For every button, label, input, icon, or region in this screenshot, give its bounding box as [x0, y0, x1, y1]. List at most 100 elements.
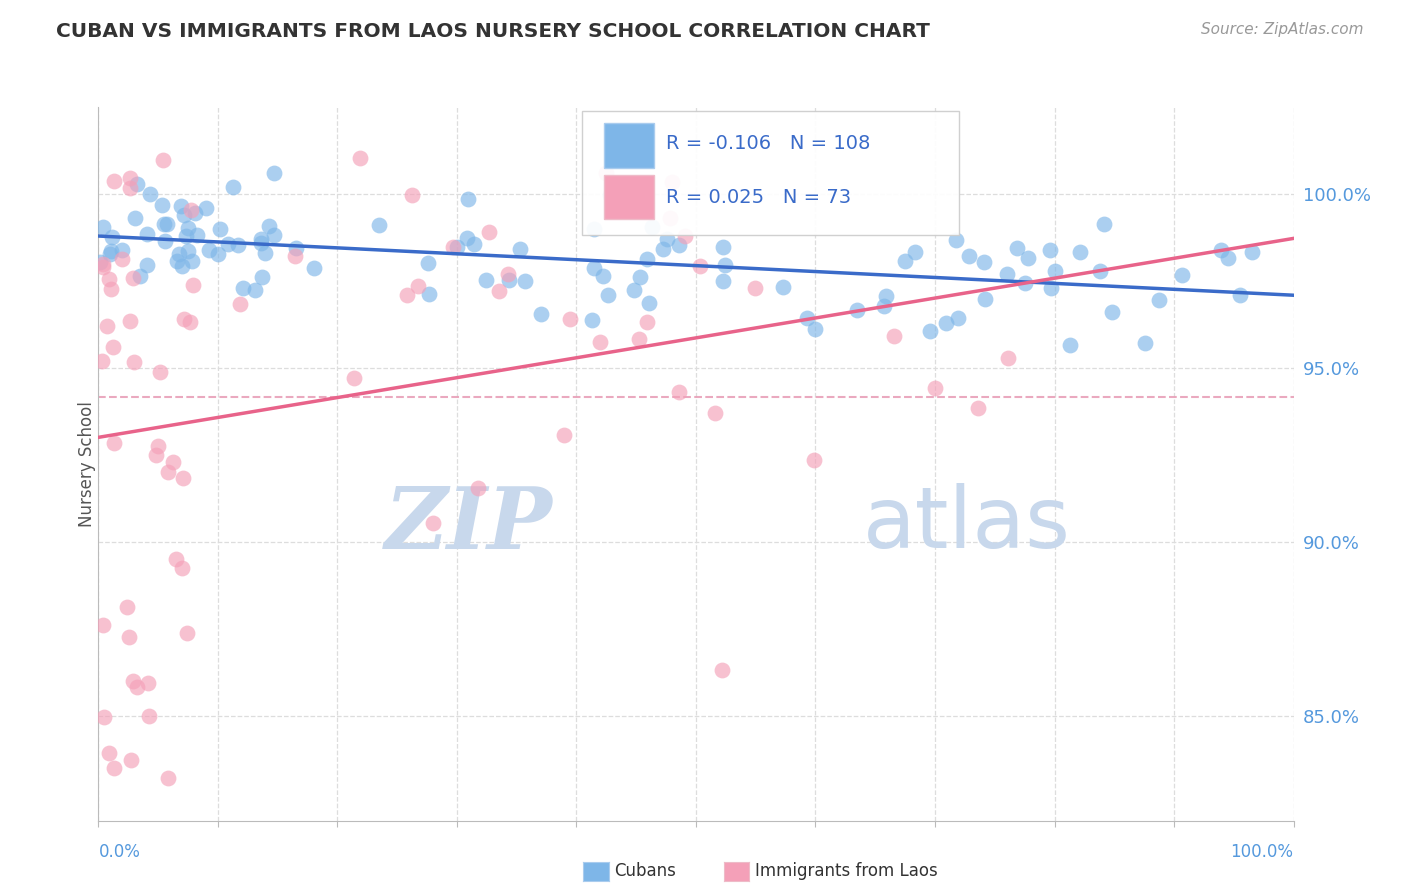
Point [651, 242, 673, 256]
Point [152, 153, 174, 167]
Point [166, 253, 188, 268]
Point [406, 279, 429, 293]
Point [903, 245, 925, 260]
Point [172, 259, 194, 273]
Point [995, 267, 1018, 281]
Point [91, 257, 114, 271]
Point [1088, 264, 1111, 278]
Point [285, 241, 308, 255]
Point [515, 274, 537, 288]
Point [920, 324, 942, 338]
Point [368, 218, 391, 232]
Point [250, 231, 273, 245]
Point [488, 285, 510, 299]
Point [1039, 243, 1062, 257]
Point [96, 318, 118, 333]
Point [179, 315, 201, 329]
Point [641, 219, 664, 234]
Point [118, 180, 141, 194]
Point [150, 197, 173, 211]
Point [441, 240, 464, 254]
Point [138, 709, 160, 723]
Point [668, 237, 690, 252]
Point [1043, 264, 1066, 278]
Point [804, 322, 827, 336]
Point [1017, 252, 1039, 266]
Point [1039, 281, 1062, 295]
Point [478, 225, 501, 239]
Point [658, 211, 681, 225]
Point [176, 228, 198, 243]
Point [101, 230, 124, 244]
Point [93, 710, 115, 724]
Point [589, 335, 612, 350]
Point [128, 269, 150, 284]
Y-axis label: Nursery School: Nursery School [79, 401, 96, 527]
Text: 100.0%: 100.0% [1230, 843, 1294, 861]
Point [973, 254, 995, 268]
Point [217, 236, 239, 251]
Text: CUBAN VS IMMIGRANTS FROM LAOS NURSERY SCHOOL CORRELATION CHART: CUBAN VS IMMIGRANTS FROM LAOS NURSERY SC… [56, 22, 931, 41]
Point [302, 261, 325, 276]
Point [148, 439, 170, 453]
Point [145, 448, 167, 462]
Point [1240, 244, 1263, 259]
Point [463, 237, 485, 252]
Point [475, 272, 498, 286]
Point [118, 313, 141, 327]
Point [120, 753, 142, 767]
Point [596, 287, 619, 301]
Point [124, 211, 146, 225]
Point [1170, 268, 1192, 282]
FancyBboxPatch shape [605, 123, 654, 168]
Point [1092, 218, 1115, 232]
Point [1069, 245, 1091, 260]
Point [496, 267, 519, 281]
Point [222, 180, 245, 194]
Point [581, 313, 603, 327]
Point [1229, 288, 1251, 302]
Point [93, 618, 115, 632]
Point [228, 297, 250, 311]
Point [186, 227, 208, 242]
Point [1133, 335, 1156, 350]
Point [181, 253, 204, 268]
Point [661, 175, 683, 189]
Point [170, 199, 193, 213]
Point [636, 252, 658, 266]
Point [894, 254, 917, 268]
Point [583, 222, 606, 236]
Point [172, 561, 194, 575]
Point [401, 187, 423, 202]
Point [946, 310, 969, 325]
Point [231, 281, 253, 295]
Point [173, 311, 195, 326]
Point [803, 453, 825, 467]
Point [882, 329, 904, 343]
Text: R = 0.025   N = 73: R = 0.025 N = 73 [666, 188, 851, 207]
Point [157, 771, 180, 785]
Point [623, 283, 645, 297]
Point [121, 271, 143, 285]
Point [135, 258, 157, 272]
Point [122, 673, 145, 688]
Point [173, 208, 195, 222]
Point [250, 235, 273, 250]
FancyBboxPatch shape [582, 111, 959, 235]
Point [636, 315, 658, 329]
Point [197, 243, 219, 257]
Point [558, 312, 581, 326]
Point [284, 249, 307, 263]
Point [100, 244, 122, 259]
Point [845, 303, 868, 318]
Text: Source: ZipAtlas.com: Source: ZipAtlas.com [1201, 22, 1364, 37]
Point [177, 221, 200, 235]
Point [226, 237, 249, 252]
Point [125, 177, 148, 191]
Point [98, 247, 121, 261]
Point [446, 239, 468, 253]
Point [772, 280, 794, 294]
Point [509, 242, 531, 256]
Point [711, 274, 734, 288]
Point [138, 676, 160, 690]
